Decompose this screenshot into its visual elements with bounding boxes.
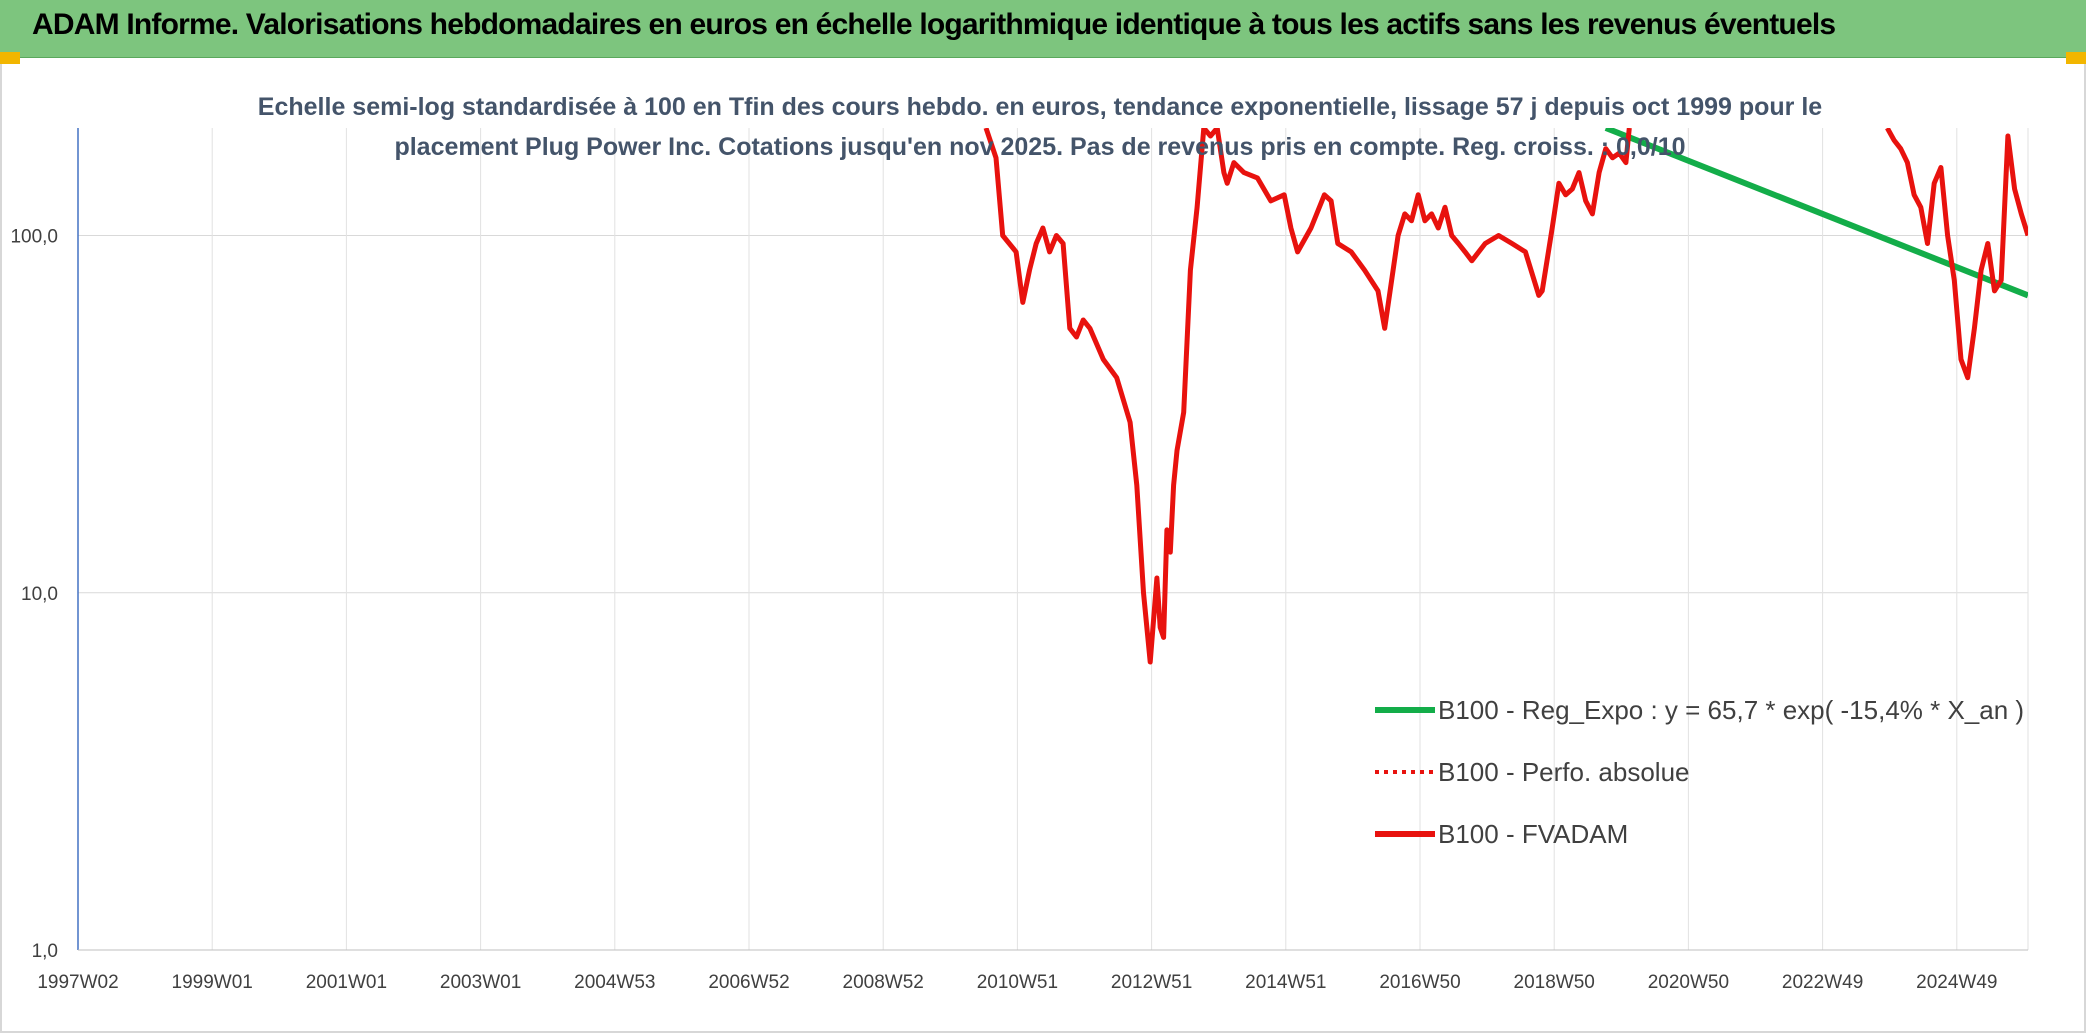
chart-subtitle-line-2: placement Plug Power Inc. Cotations jusq… [394, 133, 1685, 161]
x-tick-label: 2012W51 [1111, 972, 1192, 993]
x-tick-label: 2022W49 [1782, 972, 1863, 993]
title-banner: ADAM Informe. Valorisations hebdomadaire… [0, 0, 2086, 58]
legend-label: B100 - Reg_Expo : y = 65,7 * exp( -15,4%… [1438, 695, 2024, 725]
x-tick-label: 2006W52 [708, 972, 789, 993]
x-tick-label: 2016W50 [1379, 972, 1460, 993]
x-tick-label: 2003W01 [440, 972, 521, 993]
chart-legend: B100 - Reg_Expo : y = 65,7 * exp( -15,4%… [1375, 695, 2024, 849]
y-tick-label: 10,0 [21, 584, 58, 605]
y-tick-label: 1,0 [32, 941, 58, 962]
x-tick-label: 1999W01 [172, 972, 253, 993]
chart-subtitle-line-1: Echelle semi-log standardisée à 100 en T… [258, 93, 1823, 121]
grid-lines [77, 128, 2029, 951]
corner-marker-right [2066, 52, 2086, 64]
legend-label: B100 - FVADAM [1438, 819, 1628, 849]
x-tick-label: 2001W01 [306, 972, 387, 993]
regression-line [1604, 128, 2028, 299]
chart-frame [0, 64, 2086, 1033]
x-tick-label: 2018W50 [1514, 972, 1595, 993]
x-tick-label: 2008W52 [843, 972, 924, 993]
x-tick-label: 2004W53 [574, 972, 655, 993]
fvadam-line [983, 128, 1632, 665]
x-tick-labels: 1997W02 1999W01 2001W01 2003W01 2004W53 2006W… [37, 972, 1997, 993]
report-title: ADAM Informe. Valorisations hebdomadaire… [32, 8, 1836, 41]
x-tick-label: 2020W50 [1648, 972, 1729, 993]
fvadam-line [1885, 128, 2028, 381]
legend-label: B100 - Perfo. absolue [1438, 757, 1690, 787]
y-tick-label: 100,0 [10, 227, 58, 248]
x-tick-label: 2014W51 [1245, 972, 1326, 993]
y-tick-labels: 1,0 10,0 100,0 [10, 227, 58, 962]
x-tick-label: 2024W49 [1916, 972, 1997, 993]
series-layer [983, 128, 2028, 665]
x-tick-label: 2010W51 [977, 972, 1058, 993]
x-tick-label: 1997W02 [37, 972, 118, 993]
corner-marker-left [0, 52, 20, 64]
